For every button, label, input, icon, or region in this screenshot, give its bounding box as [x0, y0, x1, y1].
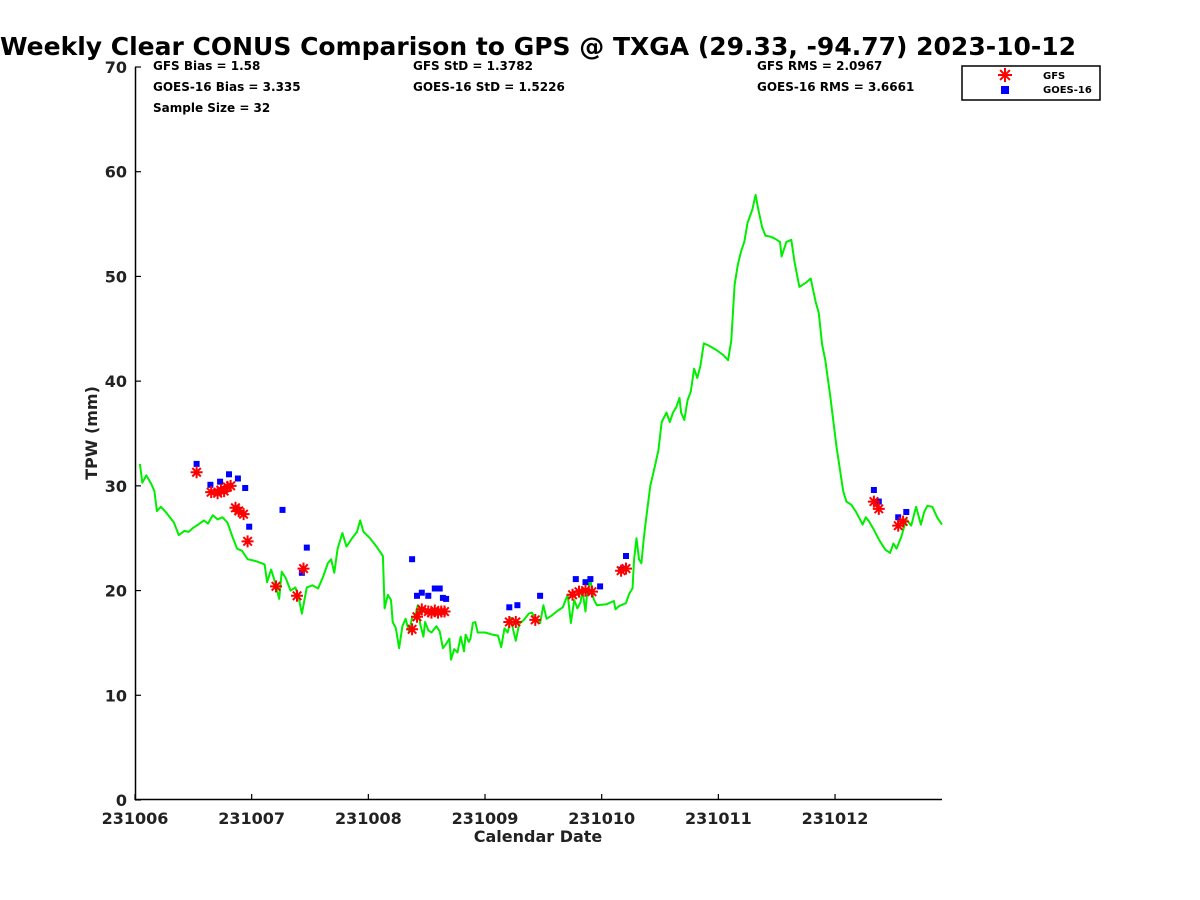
gfs-point [509, 616, 522, 628]
legend-goes-label: GOES-16 [1043, 85, 1092, 96]
stat-gfs-bias: GFS Bias = 1.58 [153, 59, 260, 73]
stat-sample-size: Sample Size = 32 [153, 101, 270, 115]
legend: GFS GOES-16 [961, 65, 1101, 101]
goes-point [870, 487, 877, 493]
gfs-point [615, 564, 628, 577]
x-tick-label: 231008 [335, 809, 402, 828]
gfs-point [432, 606, 444, 619]
gfs-point [270, 580, 282, 593]
goes-point [537, 592, 544, 599]
gfs-point [214, 484, 227, 496]
goes-point [572, 576, 579, 583]
goes-point [246, 523, 253, 530]
legend-box [961, 65, 1101, 101]
y-axis-label: TPW (mm) [82, 386, 101, 480]
x-tick-label: 231009 [452, 809, 519, 828]
gfs-point [503, 616, 516, 628]
axis-ticks: 0 10 20 30 40 50 60 70 231006 231007 231008 231009 2… [102, 58, 869, 828]
legend-gfs-label: GFS [1043, 71, 1065, 82]
goes-point [587, 576, 594, 583]
goes-point [506, 604, 513, 611]
goes-point [242, 485, 249, 491]
gfs-point [297, 562, 310, 575]
goes-point [418, 589, 425, 596]
goes-point [298, 569, 305, 576]
y-tick-label: 70 [105, 58, 127, 77]
gfs-point [205, 486, 218, 499]
goes-point [895, 514, 902, 521]
goes-point [597, 583, 604, 590]
plot-area [138, 193, 943, 661]
goes-point [425, 592, 432, 599]
gfs-point [411, 610, 423, 623]
x-tick-label: 231007 [218, 809, 285, 828]
goes-point [207, 481, 214, 488]
chart-title: Weekly Clear CONUS Comparison to GPS @ T… [0, 32, 1076, 61]
gfs-point [406, 623, 419, 636]
goes-point [514, 602, 521, 609]
gfs-point [872, 502, 885, 515]
stat-goes-std: GOES-16 StD = 1.5226 [413, 80, 565, 94]
axes [134, 67, 942, 801]
goes-point [217, 478, 224, 485]
goes-point [303, 544, 310, 551]
gfs-point [579, 584, 592, 597]
goes-point [439, 594, 446, 601]
gfs-point [438, 605, 451, 618]
y-tick-label: 50 [105, 267, 127, 286]
x-tick-label: 231011 [685, 809, 752, 828]
goes-point [436, 585, 443, 592]
stat-gfs-std: GFS StD = 1.3782 [413, 59, 533, 73]
goes-point [431, 585, 438, 592]
gfs-point [237, 508, 250, 521]
y-tick-label: 60 [105, 163, 127, 182]
stat-goes-rms: GOES-16 RMS = 3.6661 [757, 80, 914, 94]
goes-point [409, 556, 416, 563]
gfs-point [241, 535, 254, 548]
gfs-point [232, 505, 245, 517]
stat-goes-bias: GOES-16 Bias = 3.335 [153, 80, 301, 94]
gfs-point [190, 466, 203, 479]
gfs-point [422, 605, 435, 618]
y-tick-label: 10 [105, 686, 127, 705]
gfs-point [892, 519, 905, 532]
x-tick-label: 231006 [102, 809, 169, 828]
goes-point [234, 475, 241, 482]
x-tick-label: 231010 [568, 809, 635, 828]
goes-point [226, 471, 232, 478]
goes-point [414, 592, 420, 599]
stat-gfs-rms: GFS RMS = 2.0967 [757, 59, 882, 73]
goes-point [582, 579, 589, 586]
legend-goes-marker [1001, 86, 1009, 94]
gfs-point [620, 562, 632, 575]
y-tick-label: 30 [105, 477, 127, 496]
y-tick-label: 40 [105, 372, 127, 391]
gfs-point [573, 585, 585, 598]
goes-point [903, 509, 910, 515]
x-tick-label: 231012 [802, 809, 869, 828]
gfs-point [415, 603, 428, 616]
goes-point [279, 506, 286, 513]
legend-gfs-star [998, 68, 1012, 82]
y-tick-label: 0 [116, 791, 127, 810]
gfs-point [566, 588, 579, 601]
goes-point [443, 595, 450, 602]
legend-gfs-marker [998, 68, 1012, 82]
gfs-point [586, 585, 598, 598]
gfs-point [529, 613, 542, 626]
gfs-point [224, 479, 237, 492]
gfs-point [291, 589, 303, 602]
x-axis-label: Calendar Date [474, 827, 603, 846]
goes-point [623, 553, 629, 559]
gps-series-line [138, 193, 943, 661]
y-tick-label: 20 [105, 582, 127, 601]
gfs-point [897, 515, 910, 528]
gfs-point [867, 495, 880, 508]
goes-point [193, 460, 200, 467]
